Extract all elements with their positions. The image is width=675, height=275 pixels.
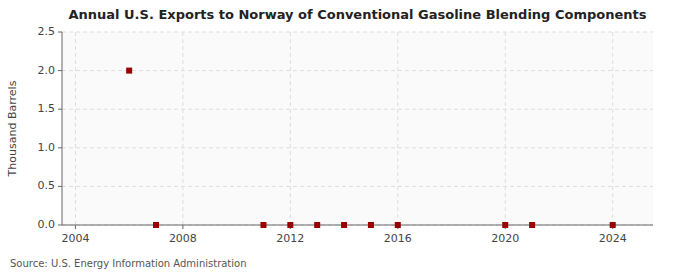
plot-area [62, 32, 653, 225]
y-tick [58, 186, 62, 187]
data-point [341, 222, 347, 228]
y-tick-label: 2.0 [38, 64, 56, 77]
axes: 0.0 0.5 1.0 1.5 2.0 2.5 2004 2008 2012 2016 2020 20… [38, 25, 654, 245]
x-axis-line [62, 225, 653, 226]
y-axis-label: Thousand Barrels [6, 80, 19, 177]
y-tick-label: 0.5 [38, 179, 56, 192]
y-tick-label: 2.5 [38, 25, 56, 38]
y-grid-line [62, 32, 653, 33]
x-tick-label: 2004 [61, 232, 89, 245]
x-grid-line [75, 32, 76, 225]
y-tick-label: 1.5 [38, 102, 56, 115]
y-tick-label: 0.0 [38, 218, 56, 231]
x-grid-line [612, 32, 613, 225]
y-tick [58, 70, 62, 71]
x-tick [182, 225, 183, 229]
y-tick [58, 32, 62, 33]
data-point [260, 222, 266, 228]
data-point [610, 222, 616, 228]
x-tick-label: 2024 [599, 232, 627, 245]
data-point [502, 222, 508, 228]
x-tick-label: 2012 [276, 232, 304, 245]
x-tick-label: 2008 [169, 232, 197, 245]
data-point [287, 222, 293, 228]
data-point [368, 222, 374, 228]
y-tick-label: 1.0 [38, 141, 56, 154]
x-grid-line [182, 32, 183, 225]
y-tick [58, 147, 62, 148]
x-grid-line [290, 32, 291, 225]
x-grid-line [397, 32, 398, 225]
y-grid-line [62, 186, 653, 187]
chart-title: Annual U.S. Exports to Norway of Convent… [68, 7, 646, 22]
grid [62, 32, 653, 225]
x-tick-label: 2020 [491, 232, 519, 245]
data-points [126, 68, 616, 228]
chart: 0.0 0.5 1.0 1.5 2.0 2.5 2004 2008 2012 2016 2020 20… [0, 0, 675, 275]
y-axis-line [62, 32, 63, 225]
data-point [126, 68, 132, 74]
y-grid-line [62, 70, 653, 71]
y-grid-line [62, 109, 653, 110]
x-tick [75, 225, 76, 229]
x-grid-line [505, 32, 506, 225]
data-point [395, 222, 401, 228]
x-tick-label: 2016 [384, 232, 412, 245]
data-point [314, 222, 320, 228]
y-grid-line [62, 147, 653, 148]
data-point [529, 222, 535, 228]
data-point [153, 222, 159, 228]
y-tick [58, 109, 62, 110]
y-tick [58, 225, 62, 226]
y-grid-line [62, 225, 653, 226]
source-note: Source: U.S. Energy Information Administ… [10, 258, 247, 269]
